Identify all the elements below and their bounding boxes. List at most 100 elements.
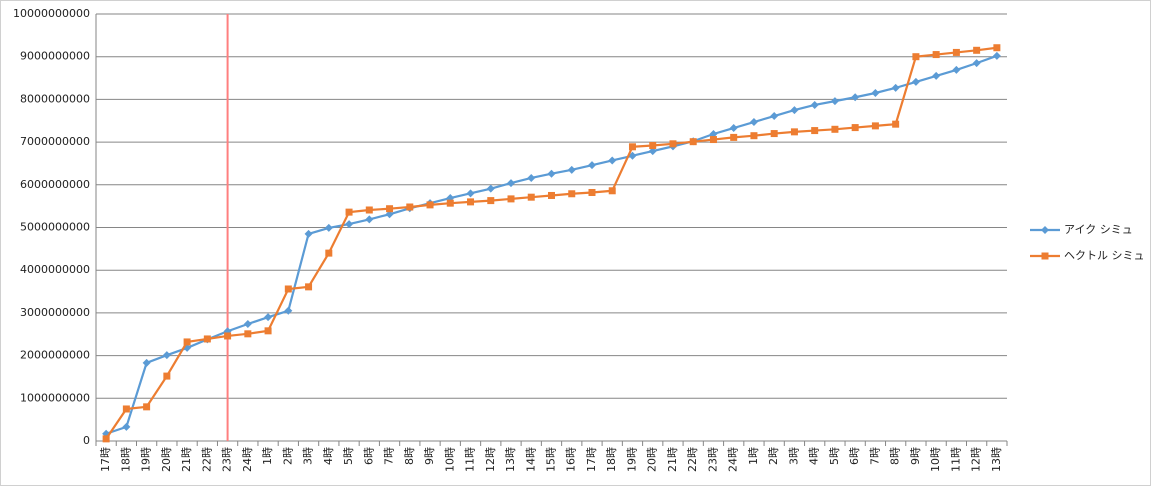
point-marker xyxy=(608,187,616,195)
point-marker xyxy=(992,51,1001,60)
x-tick-label: 9時 xyxy=(423,447,436,465)
point-marker xyxy=(183,338,191,346)
x-tick-group: 21時 xyxy=(666,447,679,472)
point-marker xyxy=(102,435,110,443)
x-tick-label: 22時 xyxy=(686,447,699,472)
x-tick-label: 8時 xyxy=(403,447,416,465)
point-marker xyxy=(446,199,454,207)
x-tick-label: 8時 xyxy=(889,447,902,465)
point-marker xyxy=(466,189,475,198)
point-marker xyxy=(264,313,273,322)
y-tick-label: 0 xyxy=(83,434,90,447)
point-marker xyxy=(729,124,738,133)
legend-label: アイク シミュ xyxy=(1064,223,1133,236)
x-tick-group: 17時 xyxy=(99,447,112,472)
point-marker xyxy=(507,179,516,188)
x-tick-label: 5時 xyxy=(342,447,355,465)
point-marker xyxy=(324,223,333,232)
x-tick-label: 14時 xyxy=(524,447,537,472)
point-marker xyxy=(507,195,515,203)
point-marker xyxy=(709,136,717,144)
point-marker xyxy=(648,147,657,156)
point-marker xyxy=(972,59,981,68)
x-tick-group: 18時 xyxy=(605,447,618,472)
x-tick-group: 23時 xyxy=(221,447,234,472)
point-marker xyxy=(345,208,353,216)
point-marker xyxy=(203,335,211,343)
x-tick-group: 20時 xyxy=(646,447,659,472)
x-tick-group: 4時 xyxy=(808,447,821,465)
point-marker xyxy=(790,106,799,115)
x-tick-label: 4時 xyxy=(808,447,821,465)
point-marker xyxy=(264,327,272,335)
legend-label: ヘクトル シミュ xyxy=(1064,249,1145,262)
point-marker xyxy=(770,112,779,121)
x-tick-group: 7時 xyxy=(383,447,396,465)
point-marker xyxy=(810,100,819,109)
y-tick-label: 5000000000 xyxy=(20,221,90,234)
x-tick-group: 6時 xyxy=(848,447,861,465)
point-marker xyxy=(871,122,879,130)
y-tick-label: 3000000000 xyxy=(20,306,90,319)
x-tick-group: 22時 xyxy=(200,447,213,472)
y-tick-label: 6000000000 xyxy=(20,178,90,191)
x-tick-label: 21時 xyxy=(180,447,193,472)
point-marker xyxy=(730,133,738,141)
x-tick-label: 16時 xyxy=(565,447,578,472)
point-marker xyxy=(386,205,394,213)
point-marker xyxy=(365,215,374,224)
point-marker xyxy=(811,127,819,135)
y-tick-label: 1000000000 xyxy=(20,391,90,404)
x-tick-label: 13時 xyxy=(990,447,1003,472)
x-tick-label: 17時 xyxy=(585,447,598,472)
x-tick-label: 2時 xyxy=(767,447,780,465)
x-tick-group: 6時 xyxy=(362,447,375,465)
point-marker xyxy=(122,405,130,413)
x-tick-label: 11時 xyxy=(949,447,962,472)
x-tick-group: 15時 xyxy=(545,447,558,472)
point-marker xyxy=(1041,252,1049,260)
point-marker xyxy=(851,124,859,132)
point-marker xyxy=(142,358,151,367)
x-tick-label: 1時 xyxy=(261,447,274,465)
point-marker xyxy=(486,184,495,193)
x-tick-label: 10時 xyxy=(443,447,456,472)
x-tick-label: 24時 xyxy=(727,447,740,472)
x-tick-group: 10時 xyxy=(929,447,942,472)
x-tick-group: 13時 xyxy=(504,447,517,472)
x-tick-group: 3時 xyxy=(302,447,315,465)
x-tick-group: 14時 xyxy=(524,447,537,472)
x-tick-group: 17時 xyxy=(585,447,598,472)
point-marker xyxy=(973,46,981,54)
x-tick-group: 23時 xyxy=(706,447,719,472)
y-tick-label: 10000000000 xyxy=(13,7,90,20)
x-tick-group: 24時 xyxy=(727,447,740,472)
x-tick-group: 12時 xyxy=(484,447,497,472)
x-tick-group: 12時 xyxy=(970,447,983,472)
x-tick-label: 3時 xyxy=(787,447,800,465)
point-marker xyxy=(871,88,880,97)
x-tick-group: 1時 xyxy=(261,447,274,465)
point-marker xyxy=(385,210,394,219)
x-tick-group: 11時 xyxy=(949,447,962,472)
x-tick-label: 15時 xyxy=(545,447,558,472)
x-tick-group: 19時 xyxy=(625,447,638,472)
point-marker xyxy=(304,229,313,238)
point-marker xyxy=(608,156,617,165)
point-marker xyxy=(547,169,556,178)
y-tick-label: 9000000000 xyxy=(20,50,90,63)
x-tick-label: 7時 xyxy=(383,447,396,465)
y-tick-label: 8000000000 xyxy=(20,92,90,105)
point-marker xyxy=(487,197,495,205)
x-tick-group: 1時 xyxy=(747,447,760,465)
point-marker xyxy=(892,120,900,128)
point-marker xyxy=(993,44,1001,52)
x-tick-label: 20時 xyxy=(160,447,173,472)
x-tick-label: 23時 xyxy=(706,447,719,472)
x-tick-group: 20時 xyxy=(160,447,173,472)
x-tick-label: 13時 xyxy=(504,447,517,472)
x-tick-label: 20時 xyxy=(646,447,659,472)
point-marker xyxy=(467,198,475,206)
x-tick-group: 2時 xyxy=(281,447,294,465)
point-marker xyxy=(345,220,354,229)
